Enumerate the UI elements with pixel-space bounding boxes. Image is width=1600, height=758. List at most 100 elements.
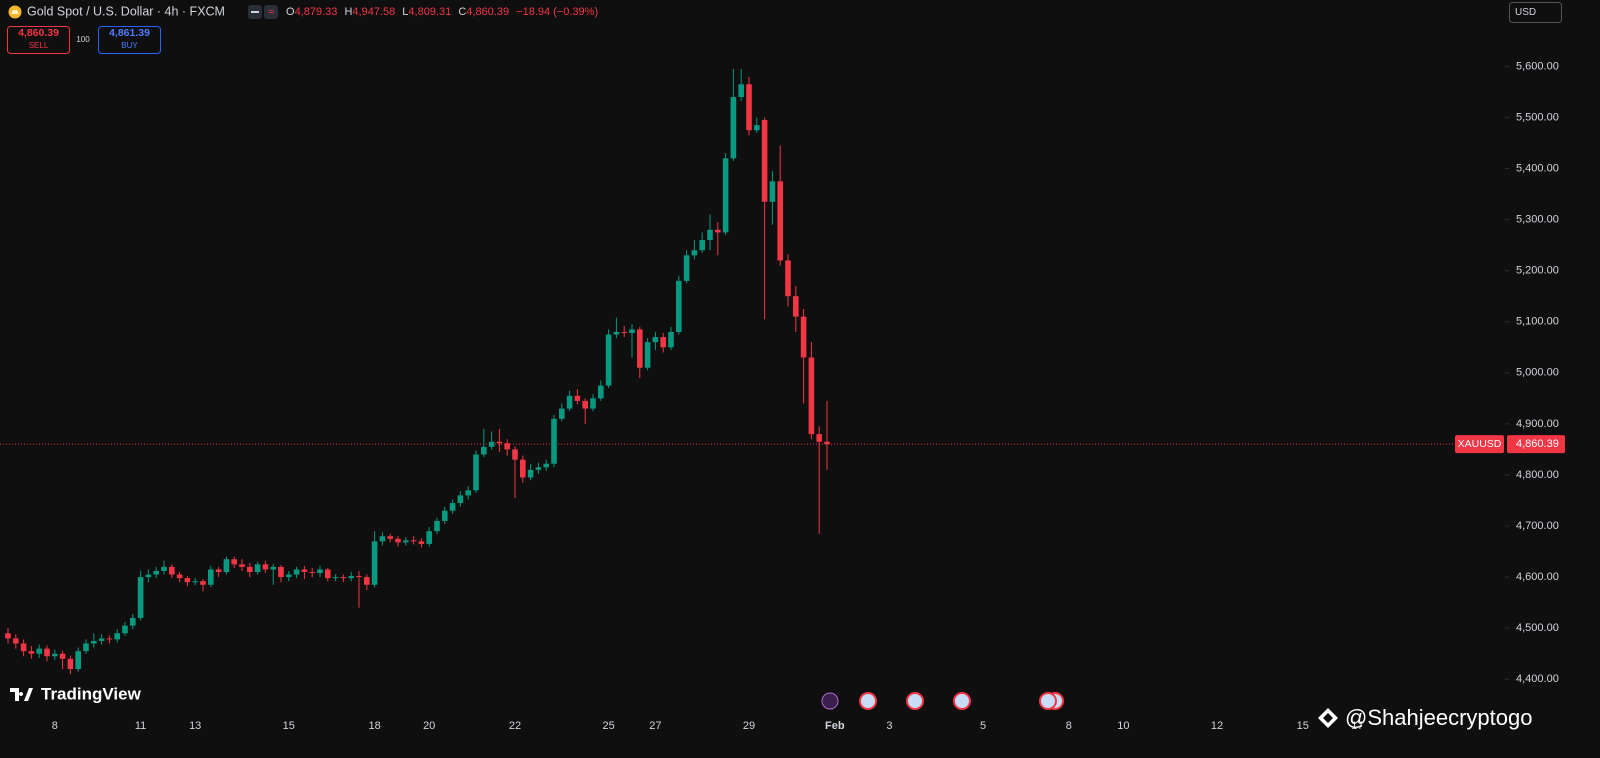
tradingview-logo[interactable] — [10, 688, 33, 701]
candle-body — [738, 84, 744, 98]
event-icon[interactable] — [906, 692, 924, 710]
candle-body — [566, 395, 573, 409]
candle-body — [730, 97, 737, 159]
candle-body — [652, 337, 659, 343]
candle-body — [590, 398, 596, 409]
candle-body — [605, 334, 612, 386]
x-tick-label: 29 — [743, 720, 755, 732]
y-tick-label: 4,400.00 — [1516, 673, 1559, 685]
candle-body — [715, 229, 721, 233]
candle-body — [824, 441, 830, 445]
candle-body — [161, 566, 167, 571]
ohlc-value: 4,879.33 — [295, 6, 338, 18]
buy-label: BUY — [121, 41, 138, 50]
candle-body — [410, 540, 417, 542]
x-tick-label: 8 — [1066, 720, 1072, 732]
x-tick-label: 18 — [368, 720, 380, 732]
candle-body — [356, 576, 362, 578]
candle-body — [793, 296, 799, 317]
candle-body — [512, 449, 518, 460]
candle-body — [379, 536, 386, 542]
candle-body — [699, 240, 705, 251]
x-tick-label: 8 — [52, 720, 58, 732]
buy-price: 4,861.39 — [109, 27, 150, 39]
candle-body — [239, 564, 245, 567]
hide-icon — [251, 11, 259, 13]
last-price-tag — [1507, 435, 1565, 454]
candle-body — [403, 540, 409, 543]
candle-body — [777, 181, 783, 261]
candle-body — [176, 574, 183, 579]
candle-body — [785, 260, 791, 297]
candle-body — [223, 559, 230, 572]
candle-body — [691, 250, 698, 256]
event-icon[interactable] — [1039, 692, 1057, 710]
symbol-tag-label: XAUUSD — [1458, 438, 1502, 450]
candle-body — [145, 574, 152, 578]
candle-body — [644, 342, 651, 368]
candle-body — [676, 280, 682, 332]
buy-button[interactable] — [98, 26, 161, 54]
y-tick-label: 5,200.00 — [1516, 265, 1559, 277]
candle-body — [208, 569, 214, 585]
candle-body — [442, 510, 448, 521]
candle-body — [130, 617, 136, 626]
y-tick-label: 4,800.00 — [1516, 469, 1559, 481]
candle-body — [434, 520, 440, 532]
candle-body — [668, 331, 674, 348]
candle-body — [122, 625, 128, 634]
symbol-icon-glyph — [11, 10, 19, 14]
event-icon[interactable] — [859, 692, 877, 710]
candle-body — [574, 395, 581, 401]
candle-body — [270, 566, 276, 570]
event-icon[interactable] — [821, 692, 839, 710]
candle-body — [325, 569, 331, 579]
tradingview-text[interactable]: TradingView — [41, 684, 142, 703]
currency-label: USD — [1515, 7, 1536, 18]
candle-body — [535, 467, 542, 470]
candle-body — [551, 418, 557, 464]
candle-body — [5, 633, 11, 639]
candle-body — [660, 337, 666, 348]
event-icon[interactable] — [953, 692, 971, 710]
candle-body — [44, 648, 50, 657]
spread: 100 — [76, 35, 90, 44]
candle-body — [106, 638, 113, 640]
candle-body — [247, 566, 253, 572]
sell-label: SELL — [29, 41, 49, 50]
candle-body — [301, 569, 308, 572]
candle-body — [114, 633, 120, 640]
x-tick-label: 22 — [509, 720, 521, 732]
candle-body — [543, 463, 549, 468]
currency-button[interactable] — [1509, 2, 1562, 23]
x-tick-label: 3 — [886, 720, 892, 732]
candle-body — [395, 538, 401, 543]
candle-body — [13, 638, 19, 644]
x-tick-label: 10 — [1117, 720, 1129, 732]
candle-body — [254, 564, 261, 572]
compare-button[interactable] — [264, 5, 278, 19]
candle-body — [59, 653, 66, 659]
x-tick-label: 27 — [649, 720, 661, 732]
candle-body — [200, 581, 206, 585]
change-value: −18.94 (−0.39%) — [516, 6, 598, 18]
candle-body — [215, 569, 222, 572]
symbol-title[interactable]: Gold Spot / U.S. Dollar · 4h · FXCM — [27, 4, 225, 18]
candle-body — [621, 331, 627, 333]
candle-body — [67, 658, 74, 670]
ohlc-label: H — [344, 6, 352, 18]
last-price-label: 4,860.39 — [1516, 438, 1559, 450]
candle-body — [496, 441, 503, 444]
candle-body — [761, 120, 768, 202]
ohlc-label: O — [286, 6, 295, 18]
candle-body — [231, 559, 237, 565]
candle-body — [800, 316, 807, 358]
candle-body — [192, 581, 198, 583]
candle-body — [426, 531, 432, 544]
y-tick-label: 5,300.00 — [1516, 214, 1559, 226]
sell-button[interactable] — [7, 26, 70, 54]
candle-body — [598, 385, 604, 399]
ohlc-values: O4,879.33 H4,947.58 L4,809.31 C4,860.39 … — [286, 6, 598, 18]
candle-body — [473, 454, 479, 491]
y-tick-label: 5,600.00 — [1516, 60, 1559, 72]
